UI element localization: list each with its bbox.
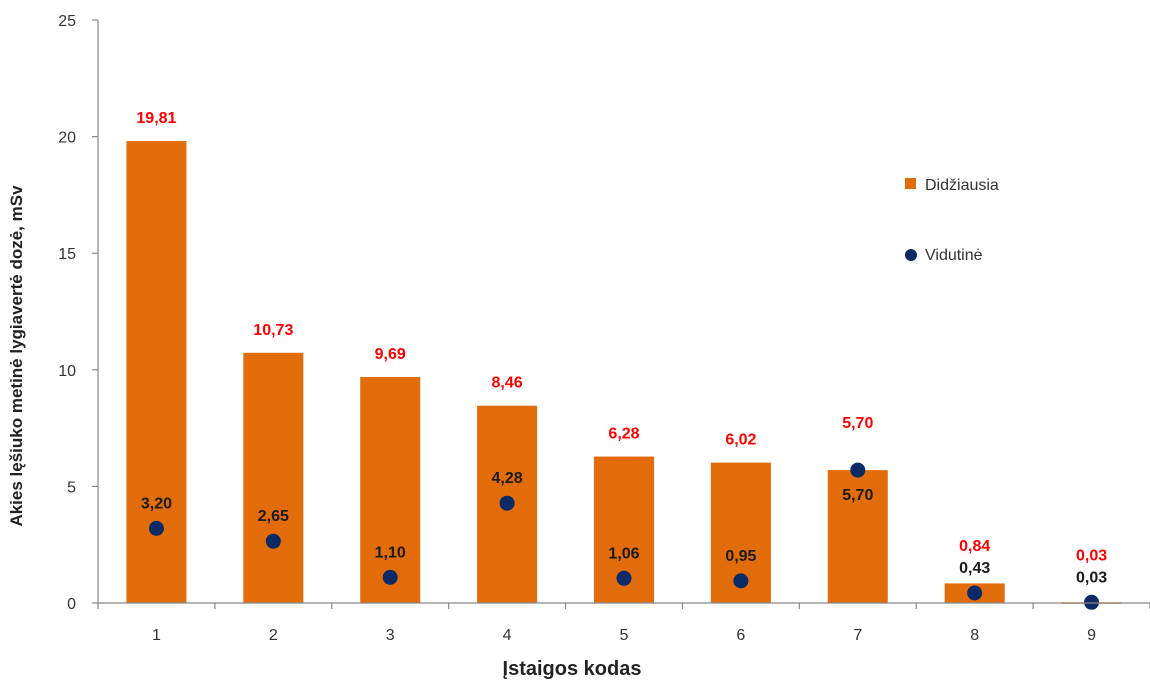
legend-label-vidutine: Vidutinė bbox=[925, 247, 983, 264]
bar bbox=[243, 352, 304, 603]
bar-value-label: 0,84 bbox=[959, 538, 990, 555]
marker-value-label: 0,03 bbox=[1076, 569, 1107, 586]
marker-value-label: 1,10 bbox=[375, 544, 406, 561]
bar-value-label: 6,28 bbox=[608, 426, 639, 443]
bar-value-label: 8,46 bbox=[492, 375, 523, 392]
x-tick-label: 4 bbox=[503, 627, 512, 644]
marker-value-label: 4,28 bbox=[492, 470, 523, 487]
marker-point bbox=[499, 495, 515, 511]
marker-point bbox=[1084, 594, 1100, 610]
bar-value-label: 5,70 bbox=[842, 415, 873, 432]
x-tick-label: 1 bbox=[152, 627, 161, 644]
marker-value-label: 1,06 bbox=[608, 545, 639, 562]
bar-value-label: 10,73 bbox=[253, 322, 293, 339]
marker-series bbox=[148, 462, 1100, 610]
bar-value-label: 0,03 bbox=[1076, 547, 1107, 564]
bar bbox=[827, 470, 888, 603]
bar bbox=[360, 377, 421, 603]
x-tick-label: 7 bbox=[853, 627, 862, 644]
marker-value-label: 5,70 bbox=[842, 487, 873, 504]
data-labels: 19,81 10,73 9,69 8,46 6,28 6,02 5,70 0,84 0,03 3,… bbox=[136, 110, 1107, 586]
y-tick-label: 5 bbox=[67, 479, 76, 496]
bar-value-label: 6,02 bbox=[725, 432, 756, 449]
legend-swatch-vidutine bbox=[905, 249, 917, 261]
y-tick-label: 15 bbox=[58, 246, 76, 263]
x-axis-title: Įstaigos kodas bbox=[503, 658, 642, 680]
marker-point bbox=[382, 569, 398, 585]
marker-value-label: 3,20 bbox=[141, 495, 172, 512]
y-tick-label: 25 bbox=[58, 13, 76, 30]
bar-value-label: 9,69 bbox=[375, 346, 406, 363]
marker-point bbox=[850, 462, 866, 478]
x-tick-label: 3 bbox=[386, 627, 395, 644]
x-axis: 1 2 3 4 5 6 7 8 9 bbox=[97, 603, 1150, 644]
y-axis-title: Akies lęšiuko metinė lygiavertė dozė, mS… bbox=[7, 185, 26, 527]
x-tick-label: 5 bbox=[620, 627, 629, 644]
marker-point bbox=[733, 573, 749, 589]
marker-value-label: 0,95 bbox=[725, 548, 756, 565]
marker-point bbox=[967, 585, 983, 601]
marker-value-label: 2,65 bbox=[258, 508, 289, 525]
y-tick-label: 0 bbox=[67, 596, 76, 613]
marker-point bbox=[616, 570, 632, 586]
marker-value-label: 0,43 bbox=[959, 560, 990, 577]
x-tick-label: 6 bbox=[736, 627, 745, 644]
y-tick-label: 10 bbox=[58, 363, 76, 380]
marker-point bbox=[265, 533, 281, 549]
x-tick-label: 8 bbox=[970, 627, 979, 644]
x-tick-label: 9 bbox=[1087, 627, 1096, 644]
legend-label-didziausia: Didžiausia bbox=[925, 177, 999, 194]
marker-point bbox=[148, 520, 164, 536]
y-axis: 0 5 10 15 20 25 bbox=[58, 13, 98, 613]
legend-swatch-didziausia bbox=[905, 178, 916, 189]
x-tick-label: 2 bbox=[269, 627, 278, 644]
y-tick-label: 20 bbox=[58, 130, 76, 147]
legend: Didžiausia Vidutinė bbox=[905, 177, 999, 264]
bar-value-label: 19,81 bbox=[136, 110, 176, 127]
